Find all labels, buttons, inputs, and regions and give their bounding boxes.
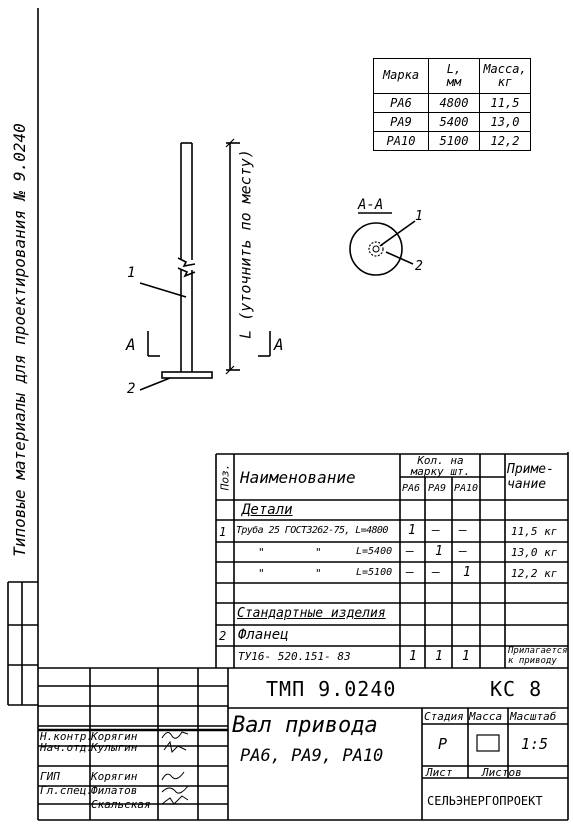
spec-header-name: Наименование — [240, 468, 356, 487]
mass-table-cell: 12,2 — [479, 131, 531, 151]
spec-row-pos: 1 — [219, 525, 227, 539]
spec-row-note: 11,5 кг — [511, 525, 558, 538]
spec-row-ditto: " — [315, 546, 322, 559]
role-label: Гл.спец. — [40, 784, 93, 797]
person-name: Корягин — [91, 770, 138, 783]
spec-row-ditto: " — [315, 567, 322, 580]
callout-2: 2 — [127, 381, 136, 397]
spec-row-name: Фланец — [238, 627, 289, 643]
spec-row-qty: — — [432, 565, 440, 580]
document-number: ТМП 9.0240 — [266, 677, 397, 701]
mass-table-cell: 5100 — [428, 131, 480, 151]
callout-1: 1 — [127, 265, 136, 281]
role-label: Нач.отд. — [40, 741, 93, 754]
mass-table: Марка L, мм Масса, кг РА6 4800 11,5 РА9 54… — [373, 58, 531, 151]
spec-section-standard: Стандартные изделия — [237, 606, 386, 621]
stage-value: Р — [438, 735, 448, 753]
spec-header-note: Приме-чание — [507, 462, 554, 492]
scale-label: Масштаб — [510, 710, 557, 723]
person-name: Скальская — [91, 798, 151, 811]
mass-label: Масса — [469, 710, 503, 723]
scale-value: 1:5 — [521, 735, 549, 753]
section-callout-1: 1 — [415, 209, 423, 224]
spec-row-name: ТУ16- 520.151- 83 — [238, 650, 351, 663]
section-mark-right: А — [274, 335, 284, 354]
spec-row-length: L=5400 — [356, 546, 393, 557]
spec-row-qty: — — [459, 544, 467, 559]
document-code: КС 8 — [490, 677, 543, 701]
mass-table-cell: 13,0 — [479, 112, 531, 132]
spec-row-pos: 2 — [219, 629, 227, 643]
spec-row-ditto: " — [258, 567, 265, 580]
spec-section-parts: Детали — [242, 502, 293, 518]
spec-row-ditto: " — [258, 546, 265, 559]
spec-row-qty: — — [406, 565, 414, 580]
spec-row-qty: 1 — [462, 649, 470, 664]
section-mark-left: А — [126, 335, 136, 354]
organization: СЕЛЬЭНЕРГОПРОЕКТ — [427, 794, 543, 808]
spec-row-qty: — — [432, 523, 440, 538]
mass-table-cell: 5400 — [428, 112, 480, 132]
person-name: Корягин — [91, 730, 138, 743]
spec-header-brand: РА9 — [428, 483, 447, 494]
person-name: Кулыгин — [91, 741, 138, 754]
spec-row-name: Труба 25 ГОСТ3262-75, L=4800 — [236, 525, 388, 536]
stage-label: Стадия — [424, 710, 464, 723]
person-name: Филатов — [91, 784, 138, 797]
spec-row-note: Прилагается к приводу — [508, 646, 568, 666]
spec-row-qty: 1 — [435, 544, 443, 559]
section-title: А-А — [358, 197, 384, 213]
spec-row-length: L=5100 — [356, 567, 393, 578]
drawing-title: Вал привода — [232, 713, 378, 738]
section-callout-2: 2 — [415, 259, 423, 274]
spec-row-note: 12,2 кг — [511, 567, 558, 580]
spec-row-qty: 1 — [463, 565, 471, 580]
sheet-label: Лист — [426, 766, 453, 779]
role-label: ГИП — [40, 770, 60, 783]
spec-row-qty: 1 — [408, 523, 416, 538]
role-label: Н.контр. — [40, 730, 93, 743]
spec-header-qty: Кол. на марку шт. — [410, 454, 471, 478]
sheets-label: Листов — [482, 766, 522, 779]
spec-header-brand: РА6 — [402, 483, 421, 494]
spec-row-qty: 1 — [435, 649, 443, 664]
mass-table-cell: РА10 — [373, 131, 429, 151]
spec-row-qty: 1 — [409, 649, 417, 664]
drawing-subtitle: РА6, РА9, РА10 — [240, 746, 384, 766]
spec-row-note: 13,0 кг — [511, 546, 558, 559]
spec-row-qty: — — [459, 523, 467, 538]
spec-row-qty: — — [406, 544, 414, 559]
spec-header-brand: РА10 — [454, 483, 479, 494]
mass-table-header: Марка — [373, 58, 429, 94]
